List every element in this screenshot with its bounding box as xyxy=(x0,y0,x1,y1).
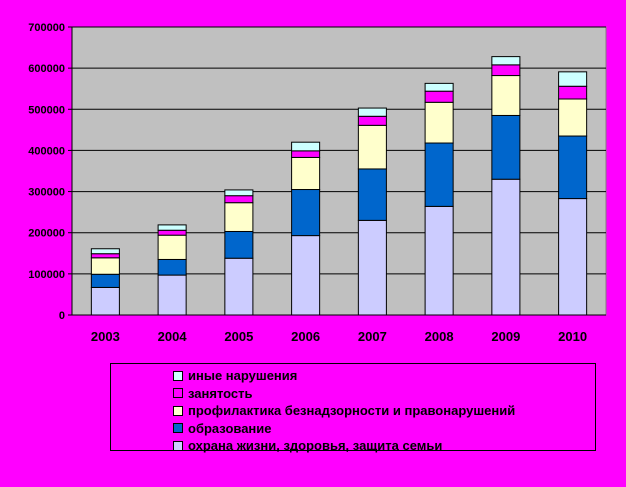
bar-segment xyxy=(558,135,588,200)
legend-label: занятость xyxy=(188,385,253,401)
bar-segment xyxy=(90,286,120,316)
y-tick-label: 100000 xyxy=(28,269,65,281)
x-tick-label: 2003 xyxy=(91,329,120,344)
bar-segment xyxy=(357,115,387,126)
legend-item: иные нарушения xyxy=(173,367,595,385)
bar-segment xyxy=(558,71,588,87)
y-tick-label: 0 xyxy=(59,310,65,322)
legend-swatch xyxy=(173,440,183,451)
bar-segment xyxy=(157,234,187,260)
bar-segment xyxy=(424,142,454,207)
bar-segment xyxy=(558,85,588,100)
x-axis: 2003 2004 2005 2006 2007 2008 2009 2010 xyxy=(72,314,606,344)
bar-segment xyxy=(90,248,120,255)
bar-segment xyxy=(224,230,254,259)
bar-segment xyxy=(357,219,387,316)
bar-segment xyxy=(491,64,521,77)
bar-segment xyxy=(157,258,187,276)
plot-area xyxy=(71,26,607,316)
bar-segment xyxy=(491,114,521,180)
legend-item: занятость xyxy=(173,385,595,403)
bar-segment xyxy=(224,202,254,232)
bar-segment xyxy=(90,257,120,275)
legend-swatch xyxy=(173,405,183,416)
legend-item: профилактика безнадзорности и правонаруш… xyxy=(173,402,595,420)
bars xyxy=(90,56,588,316)
y-tick-label: 400000 xyxy=(28,145,65,157)
bar-segment xyxy=(157,274,187,316)
y-axis: 0 100000 200000 300000 400000 500000 600000 700… xyxy=(28,22,73,322)
legend-label: иные нарушения xyxy=(188,368,298,384)
bar-segment xyxy=(291,235,321,316)
bar-segment xyxy=(424,101,454,144)
bar-segment xyxy=(90,253,120,259)
bar-segment xyxy=(357,168,387,221)
x-tick-label: 2009 xyxy=(491,329,520,344)
y-tick-label: 300000 xyxy=(28,187,65,199)
bar-segment xyxy=(491,75,521,116)
x-tick-label: 2004 xyxy=(158,329,188,344)
x-tick-label: 2006 xyxy=(291,329,320,344)
bar-segment xyxy=(558,198,588,316)
bar-segment xyxy=(224,195,254,204)
bar-segment xyxy=(157,229,187,236)
bar-segment xyxy=(558,98,588,137)
legend-label: профилактика безнадзорности и правонаруш… xyxy=(188,403,516,419)
y-tick-label: 600000 xyxy=(28,63,65,75)
bar-segment xyxy=(491,178,521,316)
legend-swatch xyxy=(173,388,183,399)
legend-label: охрана жизни, здоровья, защита семьи xyxy=(188,438,443,454)
x-tick-label: 2005 xyxy=(224,329,253,344)
legend-label: образование xyxy=(188,420,272,436)
bar-segment xyxy=(357,107,387,117)
legend-swatch xyxy=(173,423,183,434)
bar-segment xyxy=(291,141,321,152)
legend: иные нарушения занятость профилактика безн… xyxy=(110,363,596,453)
bar-segment xyxy=(90,273,120,288)
bar-segment xyxy=(291,156,321,191)
bar-segment xyxy=(224,189,254,197)
bar-segment xyxy=(424,90,454,103)
x-tick-label: 2007 xyxy=(358,329,387,344)
x-tick-label: 2010 xyxy=(558,329,587,344)
legend-item: охрана жизни, здоровья, защита семьи xyxy=(173,437,595,455)
y-tick-label: 200000 xyxy=(28,228,65,240)
bar-segment xyxy=(157,224,187,231)
y-tick-label: 700000 xyxy=(28,22,65,34)
bar-segment xyxy=(291,150,321,158)
y-tick-label: 500000 xyxy=(28,104,65,116)
stacked-bar-chart: 0 100000 200000 300000 400000 500000 600000 700… xyxy=(28,22,607,344)
bar-segment xyxy=(224,257,254,316)
legend-item: образование xyxy=(173,420,595,438)
bar-segment xyxy=(491,56,521,66)
legend-swatch xyxy=(173,370,183,381)
bar-segment xyxy=(424,82,454,92)
bar-segment xyxy=(291,189,321,237)
bar-segment xyxy=(424,205,454,316)
x-tick-label: 2008 xyxy=(425,329,454,344)
bar-segment xyxy=(357,124,387,170)
